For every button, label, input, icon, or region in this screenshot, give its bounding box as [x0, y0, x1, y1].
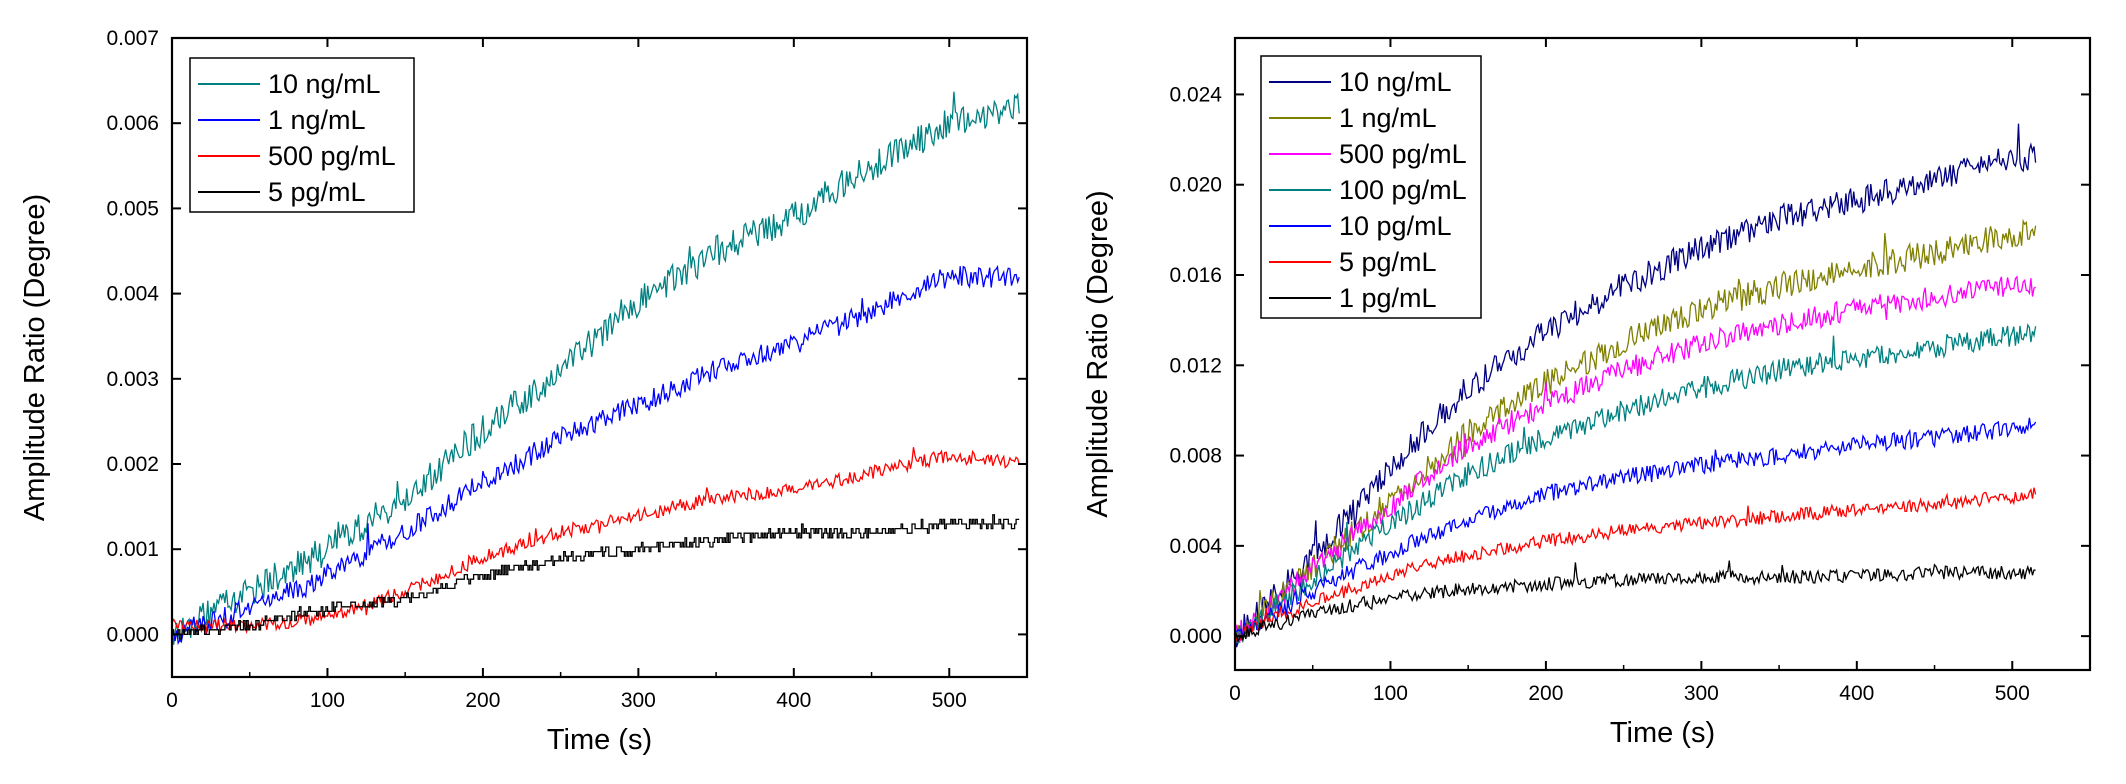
right-series-line-4	[1234, 323, 2037, 645]
left-series-line-1	[171, 91, 1020, 645]
left-y-tick-label: 0.001	[106, 538, 159, 561]
right-x-tick-label: 400	[1839, 682, 1874, 705]
left-x-axis-title: Time (s)	[547, 724, 652, 756]
left-y-tick-label: 0.002	[106, 453, 159, 476]
right-x-tick-label: 500	[1995, 682, 2030, 705]
right-legend-box	[1260, 55, 1482, 319]
right-series-line-3	[1234, 275, 2036, 644]
left-x-tick-label: 300	[621, 689, 656, 712]
right-x-tick-label: 100	[1373, 682, 1408, 705]
chart-right: 0 100 200 300 400 500 0.000 0.004 0.008 0.012 0.01…	[1082, 36, 2092, 749]
left-legend-label: 5 pg/mL	[268, 177, 366, 207]
right-series-line-1	[1234, 123, 2037, 648]
right-legend-label: 100 pg/mL	[1339, 175, 1467, 205]
chart-left: 0 100 200 300 400 500 0.000 0.001 0.002 0.003 0.00…	[19, 27, 1029, 756]
right-series-line-5	[1234, 417, 2037, 640]
left-x-tick-label: 500	[932, 689, 967, 712]
right-legend-label: 1 ng/mL	[1339, 103, 1437, 133]
left-y-tick-label: 0.000	[106, 623, 159, 646]
right-y-axis-title: Amplitude Ratio (Degree)	[1082, 190, 1114, 517]
right-series-line-7	[1234, 560, 2036, 644]
left-legend-label: 10 ng/mL	[268, 69, 381, 99]
left-y-tick-label: 0.003	[106, 368, 159, 391]
right-y-tick-label: 0.020	[1169, 174, 1222, 197]
left-legend-label: 500 pg/mL	[268, 141, 396, 171]
right-x-axis-title: Time (s)	[1610, 717, 1715, 749]
left-plot-frame	[170, 36, 1029, 679]
left-legend-label: 1 ng/mL	[268, 105, 366, 135]
left-x-tick-label: 100	[310, 689, 345, 712]
right-plot-frame	[1233, 36, 2092, 672]
left-x-tick-label: 400	[776, 689, 811, 712]
left-series-line-4	[172, 514, 1020, 640]
right-y-tick-label: 0.000	[1169, 625, 1222, 648]
right-x-tick-label: 0	[1229, 682, 1241, 705]
right-y-tick-label: 0.008	[1169, 445, 1222, 468]
right-y-tick-label: 0.004	[1169, 535, 1222, 558]
left-y-tick-label: 0.005	[106, 197, 159, 220]
left-y-tick-label: 0.007	[106, 27, 159, 50]
left-y-tick-label: 0.006	[106, 112, 159, 135]
right-x-tick-label: 200	[1528, 682, 1563, 705]
right-legend-label: 10 ng/mL	[1339, 67, 1452, 97]
right-y-tick-label: 0.012	[1169, 354, 1222, 377]
right-y-tick-label: 0.016	[1169, 264, 1222, 287]
right-y-tick-label: 0.024	[1169, 83, 1222, 106]
left-x-tick-label: 0	[166, 689, 178, 712]
left-series-line-2	[171, 264, 1020, 646]
right-series-line-6	[1234, 487, 2037, 642]
left-y-tick-label: 0.004	[106, 283, 159, 306]
left-x-tick-label: 200	[465, 689, 500, 712]
right-legend-label: 500 pg/mL	[1339, 139, 1467, 169]
left-y-axis-title: Amplitude Ratio (Degree)	[19, 194, 51, 521]
right-x-tick-label: 300	[1684, 682, 1719, 705]
left-series-line-3	[171, 447, 1020, 635]
right-legend-label: 10 pg/mL	[1339, 211, 1452, 241]
right-legend-label: 1 pg/mL	[1339, 283, 1437, 313]
right-legend-label: 5 pg/mL	[1339, 247, 1437, 277]
